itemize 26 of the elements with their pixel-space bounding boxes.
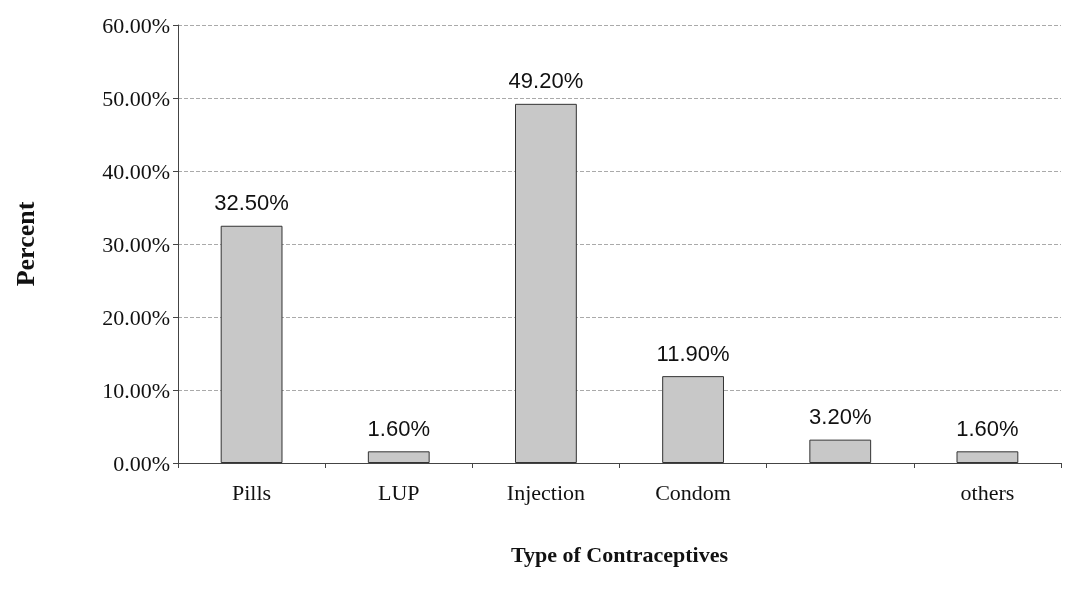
bar bbox=[515, 103, 577, 463]
x-tick-label: Condom bbox=[655, 479, 731, 505]
x-axis-title: Type of Contraceptives bbox=[510, 541, 729, 567]
bar bbox=[220, 225, 283, 463]
x-tick-label: Pills bbox=[232, 479, 272, 505]
data-label: 1.60% bbox=[956, 415, 1019, 441]
y-tick-label: 0.00% bbox=[113, 450, 170, 476]
bar bbox=[662, 376, 724, 463]
data-label: 49.20% bbox=[508, 68, 584, 94]
data-label: 1.60% bbox=[367, 415, 430, 441]
data-label: 11.90% bbox=[656, 340, 730, 366]
y-axis-title: Percent bbox=[10, 201, 40, 287]
y-tick-label: 10.00% bbox=[102, 377, 170, 403]
y-tick-label: 50.00% bbox=[102, 85, 170, 111]
data-label: 32.50% bbox=[214, 190, 289, 216]
data-label: 3.20% bbox=[809, 404, 872, 430]
x-tick-label: Injection bbox=[506, 479, 586, 505]
bar bbox=[367, 451, 430, 463]
bar bbox=[809, 439, 872, 463]
y-tick-label: 60.00% bbox=[102, 12, 170, 38]
y-tick-label: 20.00% bbox=[102, 304, 170, 330]
y-tick-label: 30.00% bbox=[102, 231, 170, 257]
y-tick-label: 40.00% bbox=[102, 158, 170, 184]
bar bbox=[956, 451, 1019, 463]
x-tick-label: LUP bbox=[377, 479, 420, 505]
x-tick-label: others bbox=[960, 479, 1015, 505]
